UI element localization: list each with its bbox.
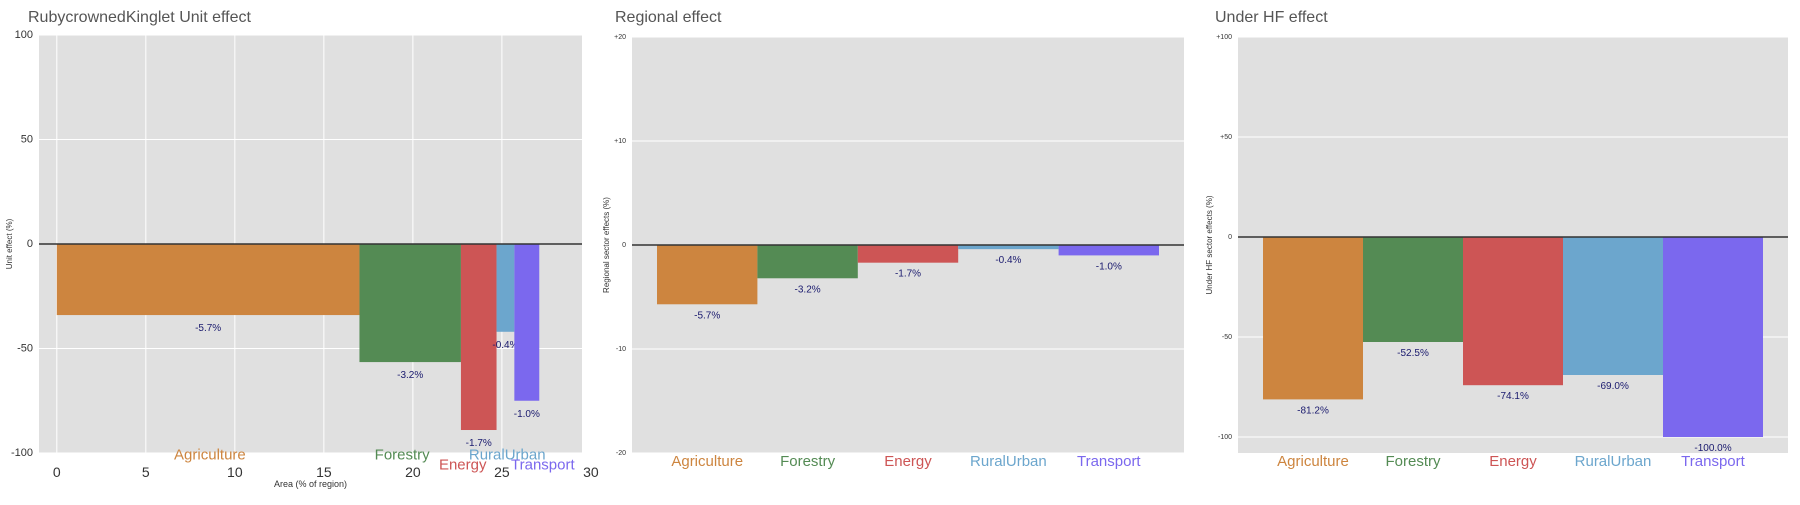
bar-value-label: -0.4%	[995, 255, 1021, 266]
x-tick-label: 0	[53, 464, 61, 480]
bar-transport	[1058, 245, 1159, 256]
category-label: Forestry	[375, 446, 431, 463]
category-label: Energy	[884, 453, 932, 470]
x-tick-label: 20	[405, 464, 421, 480]
x-tick-label: 15	[316, 464, 332, 480]
bar-ruralurban	[958, 245, 1059, 250]
y-tick-label: 0	[27, 238, 33, 250]
y-tick-label: -50	[17, 342, 33, 354]
bar-value-label: -3.2%	[397, 370, 423, 381]
x-axis-title: Area (% of region)	[274, 479, 347, 489]
bar-energy	[857, 245, 959, 263]
category-label: Energy	[1489, 453, 1537, 470]
y-tick-label: +50	[1220, 134, 1232, 141]
chart-title: Under HF effect	[1215, 9, 1328, 26]
bar-transport	[514, 244, 540, 401]
category-label: Forestry	[1385, 453, 1441, 470]
y-tick-label: +20	[614, 34, 626, 41]
bar-forestry	[1363, 237, 1463, 342]
bar-value-label: -81.2%	[1297, 405, 1329, 416]
y-axis-title: Unit effect (%)	[5, 218, 14, 269]
bar-agriculture	[1263, 237, 1363, 400]
bar-value-label: -5.7%	[694, 310, 720, 321]
y-tick-label: -20	[616, 450, 626, 457]
category-label: Energy	[439, 457, 487, 474]
y-axis-title: Regional sector effects (%)	[602, 197, 611, 293]
bar-value-label: -100.0%	[1694, 443, 1731, 454]
bar-value-label: -69.0%	[1597, 381, 1629, 392]
y-tick-label: +100	[1216, 34, 1232, 41]
x-tick-label: 10	[227, 464, 243, 480]
category-label: Transport	[1681, 453, 1745, 470]
x-tick-label: 5	[142, 464, 150, 480]
x-tick-label: 30	[583, 464, 599, 480]
y-tick-label: 0	[622, 242, 626, 249]
y-tick-label: -10	[616, 346, 626, 353]
category-label: RuralUrban	[970, 453, 1047, 470]
bar-transport	[1663, 237, 1763, 437]
bar-ruralurban	[496, 244, 515, 332]
category-label: Transport	[1077, 453, 1141, 470]
bar-forestry	[359, 244, 461, 363]
y-tick-label: 50	[21, 133, 33, 145]
category-label: Forestry	[780, 453, 836, 470]
bar-agriculture	[657, 245, 758, 305]
chart-title: RubycrownedKinglet Unit effect	[28, 9, 251, 26]
bar-energy	[460, 244, 497, 431]
category-label: RuralUrban	[469, 446, 546, 463]
bar-value-label: -1.0%	[514, 409, 540, 420]
category-label: Agriculture	[174, 446, 246, 463]
bar-value-label: -3.2%	[795, 284, 821, 295]
bar-value-label: -1.0%	[1096, 261, 1122, 272]
y-tick-label: 100	[15, 29, 33, 41]
y-axis-title: Under HF sector effects (%)	[1205, 195, 1214, 294]
bar-value-label: -5.7%	[195, 323, 221, 334]
category-label: Transport	[511, 457, 575, 474]
bar-agriculture	[56, 244, 360, 316]
y-tick-label: 0	[1228, 234, 1232, 241]
y-tick-label: +10	[614, 138, 626, 145]
x-tick-label: 25	[494, 464, 510, 480]
bar-ruralurban	[1563, 237, 1663, 375]
chart-title: Regional effect	[615, 9, 722, 26]
category-label: Agriculture	[671, 453, 743, 470]
bar-value-label: -0.4%	[492, 340, 518, 351]
category-label: Agriculture	[1277, 453, 1349, 470]
y-tick-label: -100	[1218, 434, 1232, 441]
bar-forestry	[757, 245, 858, 279]
bar-energy	[1463, 237, 1563, 386]
y-tick-label: -100	[11, 447, 33, 459]
category-label: RuralUrban	[1575, 453, 1652, 470]
bar-value-label: -1.7%	[895, 269, 921, 280]
bar-value-label: -1.7%	[466, 438, 492, 449]
bar-value-label: -52.5%	[1397, 348, 1429, 359]
y-tick-label: -50	[1222, 334, 1232, 341]
bar-value-label: -74.1%	[1497, 391, 1529, 402]
